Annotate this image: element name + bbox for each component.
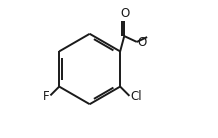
Text: Cl: Cl (131, 90, 142, 103)
Text: O: O (120, 6, 129, 19)
Text: O: O (137, 36, 146, 49)
Text: F: F (43, 90, 49, 103)
